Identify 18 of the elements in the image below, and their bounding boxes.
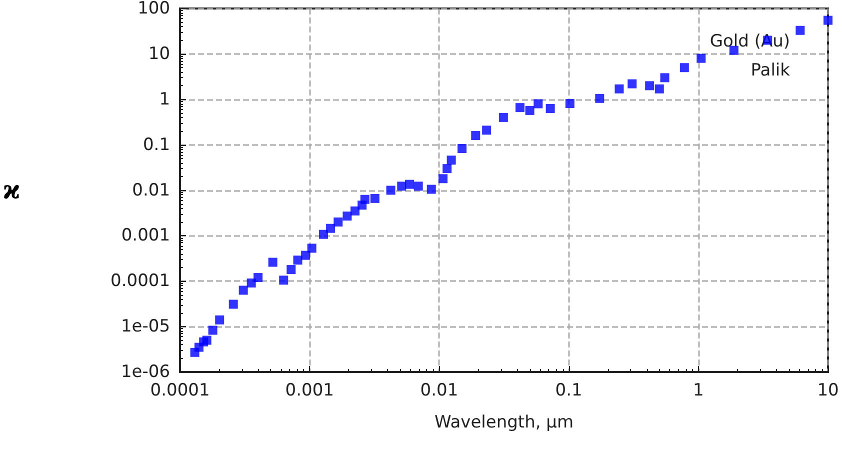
x-tick-label: 1 <box>692 380 704 400</box>
x-tick-label: 0.01 <box>420 380 458 400</box>
annotation: Palik <box>750 60 790 80</box>
y-tick-label: 1 <box>159 89 170 110</box>
x-tick-label: 10 <box>817 380 839 400</box>
y-tick-label: 1e-06 <box>120 362 170 382</box>
annotation: Gold (Au) <box>710 32 790 52</box>
y-tick-label: 100 <box>138 0 170 18</box>
x-tick-label: 0.001 <box>285 380 334 400</box>
y-axis-title: ϰ <box>2 175 20 206</box>
y-tick-label: 1e-05 <box>120 316 170 337</box>
y-tick-label: 0.01 <box>132 180 170 200</box>
y-tick-label: 10 <box>148 44 170 64</box>
x-axis-title: Wavelength, µm <box>434 412 574 432</box>
y-tick-label: 0.1 <box>142 134 170 155</box>
y-tick-label: 0.001 <box>121 226 170 246</box>
x-tick-label: 0.1 <box>555 380 582 400</box>
y-tick-label: 0.0001 <box>110 271 170 292</box>
